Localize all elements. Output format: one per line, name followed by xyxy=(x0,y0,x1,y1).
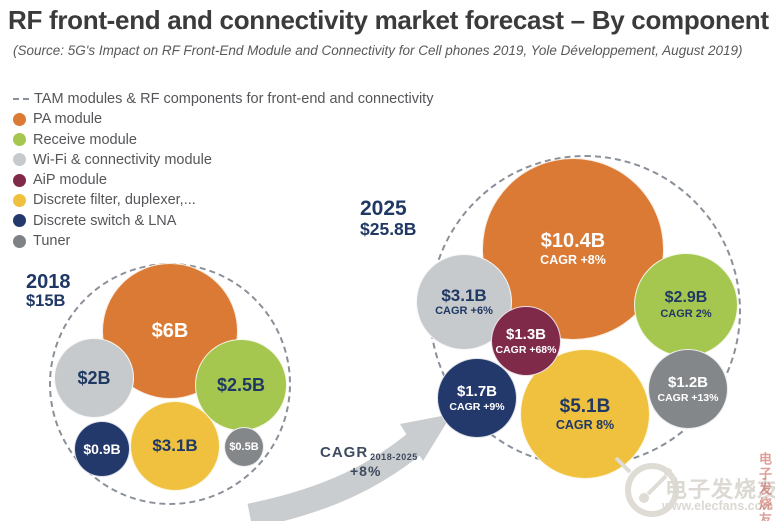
legend-item-aip-module: AiP module xyxy=(13,173,433,187)
bubble-2018-wifi-module: $2B xyxy=(54,338,134,418)
bubble-2025-aip-module: $1.3B CAGR +68% xyxy=(491,306,561,376)
bubble-value: $1.7B xyxy=(456,383,498,401)
bubble-value: $5.1B xyxy=(559,395,611,417)
legend-item-pa-module: PA module xyxy=(13,111,433,128)
bubble-2025-tuner: $1.2B CAGR +13% xyxy=(648,349,728,429)
bubble-value: $3.1B xyxy=(152,436,198,456)
discrete-filter-dot-icon xyxy=(13,193,26,207)
aip-module-dot-icon xyxy=(13,173,26,187)
bubble-value: $1.2B xyxy=(667,374,709,392)
legend-item-tuner: Tuner xyxy=(13,234,433,248)
legend-label: TAM modules & RF components for front-en… xyxy=(34,91,434,107)
bubble-value: $10.4B xyxy=(540,230,606,253)
group-label-2025: 2025 $25.8B xyxy=(360,197,417,240)
bubble-2018-discrete-switch: $0.9B xyxy=(74,421,130,477)
legend-item-receive-module: Receive module xyxy=(13,131,433,148)
bubble-value: $2.5B xyxy=(216,374,266,395)
bubble-value: $0.5B xyxy=(229,440,259,453)
bubble-cagr: CAGR +68% xyxy=(495,343,557,356)
wifi-module-dot-icon xyxy=(13,153,26,167)
legend-item-discrete-filter: Discrete filter, duplexer,... xyxy=(13,192,433,209)
legend: TAM modules & RF components for front-en… xyxy=(13,92,433,254)
legend-label: AiP module xyxy=(33,172,107,189)
legend-label: Wi-Fi & connectivity module xyxy=(33,151,212,168)
bubble-cagr: CAGR +8% xyxy=(540,253,606,268)
legend-item-wifi-module: Wi-Fi & connectivity module xyxy=(13,153,433,167)
discrete-switch-dot-icon xyxy=(13,214,26,228)
legend-label: Tuner xyxy=(33,233,71,250)
legend-item-discrete-switch: Discrete switch & LNA xyxy=(13,214,433,228)
tuner-dot-icon xyxy=(13,234,26,248)
watermark-cn-text: 电子发烧友 xyxy=(665,477,775,502)
legend-label: PA module xyxy=(33,111,103,128)
bubble-cagr: CAGR 8% xyxy=(555,417,615,432)
legend-label: Discrete switch & LNA xyxy=(33,212,177,229)
total-2025: $25.8B xyxy=(360,219,417,240)
bubble-2018-receive-module: $2.5B xyxy=(195,339,287,431)
bubble-value: $2B xyxy=(77,367,111,388)
year-2018: 2018 xyxy=(26,271,71,293)
group-label-2018: 2018 $15B xyxy=(26,272,71,310)
bubble-value: $0.9B xyxy=(83,440,121,457)
receive-module-dot-icon xyxy=(13,133,26,147)
page-title: RF front-end and connectivity market for… xyxy=(8,5,769,35)
total-2018: $15B xyxy=(26,292,66,310)
bubble-2018-tuner: $0.5B xyxy=(224,427,264,467)
cagr-value: +8% xyxy=(350,463,382,479)
legend-label: Receive module xyxy=(33,131,137,148)
legend-item-tam: TAM modules & RF components for front-en… xyxy=(13,92,433,106)
pa-module-dot-icon xyxy=(13,112,26,126)
bubble-2025-receive-module: $2.9B CAGR 2% xyxy=(634,253,738,357)
year-2025: 2025 xyxy=(360,197,407,220)
bubble-2018-discrete-filter: $3.1B xyxy=(130,401,220,491)
bubble-cagr: CAGR +6% xyxy=(435,305,493,318)
bubble-value: $2.9B xyxy=(664,289,708,307)
source-line: (Source: 5G's Impact on RF Front-End Mod… xyxy=(13,43,743,58)
bubble-cagr: CAGR +13% xyxy=(657,391,719,404)
watermark-url: www.elecfans.com xyxy=(662,499,774,513)
bubble-cagr: CAGR +9% xyxy=(449,400,505,413)
bubble-2025-discrete-switch: $1.7B CAGR +9% xyxy=(437,358,517,438)
watermark-vertical-text: 电子发烧友 xyxy=(757,452,772,521)
bubble-value: $3.1B xyxy=(441,285,487,305)
bubble-value: $6B xyxy=(151,319,189,342)
cagr-range: 2018-2025 xyxy=(370,452,418,462)
dashed-line-icon xyxy=(13,98,29,100)
cagr-annotation: CAGR 2018-2025 +8% xyxy=(320,444,418,479)
bubble-value: $1.3B xyxy=(505,326,547,344)
cagr-word: CAGR xyxy=(320,444,369,461)
bubble-cagr: CAGR 2% xyxy=(660,307,712,320)
legend-label: Discrete filter, duplexer,... xyxy=(33,192,196,209)
